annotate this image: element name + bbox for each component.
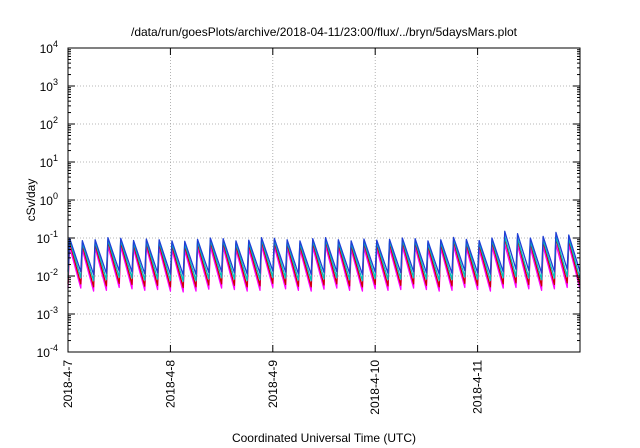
- y-tick-label: 103: [40, 77, 58, 94]
- series-line-2: [67, 237, 581, 289]
- y-tick-label: 102: [40, 115, 58, 132]
- x-tick-label: 2018-4-7: [61, 360, 75, 408]
- y-tick-label: 10-4: [37, 343, 58, 360]
- x-tick-label: 2018-4-8: [163, 360, 177, 408]
- y-tick-label: 101: [40, 153, 58, 170]
- x-tick-label: 2018-4-9: [266, 360, 280, 408]
- y-tick-label: 100: [40, 191, 58, 208]
- ticks: [67, 47, 580, 353]
- y-axis-label: cSv/day: [24, 179, 38, 222]
- y-tick-labels: 104 103 102 101 100 10-1 10-2 10-3 10-4: [37, 39, 58, 360]
- x-tick-labels: 2018-4-7 2018-4-8 2018-4-9 2018-4-10 2018-4-…: [61, 360, 485, 415]
- x-tick-label: 2018-4-10: [368, 360, 382, 415]
- x-axis-label: Coordinated Universal Time (UTC): [232, 431, 416, 445]
- y-tick-label: 10-1: [37, 229, 58, 246]
- x-tick-label: 2018-4-11: [471, 360, 485, 414]
- series-layer: [67, 230, 581, 293]
- y-tick-label: 104: [40, 39, 58, 56]
- y-tick-label: 10-2: [37, 267, 58, 284]
- series-line-4: [67, 230, 581, 276]
- y-tick-label: 10-3: [37, 305, 58, 322]
- series-line-3: [67, 235, 581, 283]
- series-line-1: [67, 243, 581, 293]
- chart-title: /data/run/goesPlots/archive/2018-04-11/2…: [131, 25, 518, 39]
- grid: [68, 48, 580, 352]
